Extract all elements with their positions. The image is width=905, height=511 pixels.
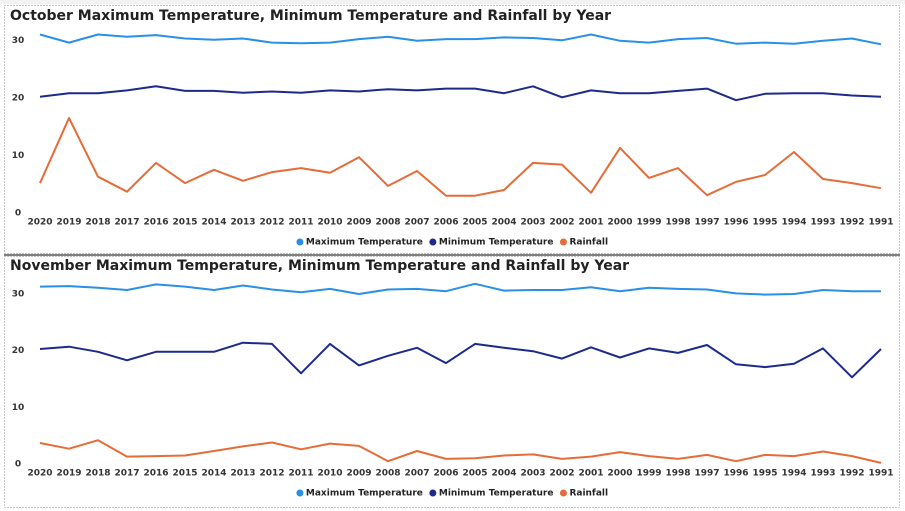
legend-marker — [559, 489, 567, 497]
y-tick-label: 0 — [15, 209, 21, 219]
x-tick-label: 1996 — [723, 469, 748, 479]
x-tick-label: 2011 — [288, 469, 313, 479]
x-tick-label: 2008 — [375, 469, 400, 479]
x-tick-label: 1995 — [752, 218, 777, 228]
x-tick-label: 1997 — [694, 218, 719, 228]
x-tick-label: 2016 — [143, 218, 168, 228]
x-tick-label: 2013 — [230, 469, 255, 479]
x-tick-label: 1997 — [694, 469, 719, 479]
x-tick-label: 2010 — [317, 218, 342, 228]
x-tick-label: 2008 — [375, 218, 400, 228]
x-tick-label: 2015 — [172, 469, 197, 479]
x-tick-label: 1993 — [810, 469, 835, 479]
x-tick-label: 1996 — [723, 218, 748, 228]
x-tick-label: 1994 — [781, 218, 806, 228]
x-tick-label: 2000 — [607, 469, 632, 479]
legend-marker — [429, 238, 437, 246]
x-tick-label: 2010 — [317, 469, 342, 479]
legend-label: Rainfall — [569, 238, 608, 248]
x-tick-label: 2007 — [404, 218, 429, 228]
y-tick-label: 20 — [12, 93, 25, 103]
panel — [4, 256, 900, 508]
y-tick-label: 10 — [12, 151, 25, 161]
legend-label: Minimum Temperature — [439, 489, 554, 499]
x-tick-label: 1999 — [636, 469, 661, 479]
x-tick-label: 1998 — [665, 469, 690, 479]
x-tick-label: 2001 — [578, 469, 603, 479]
x-tick-label: 1993 — [810, 218, 835, 228]
series-line — [39, 282, 881, 296]
x-tick-label: 2002 — [549, 469, 574, 479]
x-tick-label: 2017 — [114, 218, 139, 228]
x-tick-label: 2003 — [520, 469, 545, 479]
legend-label: Maximum Temperature — [306, 489, 423, 499]
series-line — [39, 117, 882, 197]
y-tick-label: 0 — [15, 460, 21, 470]
x-tick-label: 2018 — [85, 218, 110, 228]
legend-marker — [296, 238, 304, 246]
chart-title: October Maximum Temperature, Minimum Tem… — [10, 8, 611, 24]
x-tick-label: 1991 — [868, 469, 893, 479]
series-line — [39, 439, 882, 464]
x-tick-label: 1999 — [636, 218, 661, 228]
x-tick-label: 2003 — [520, 218, 545, 228]
y-tick-label: 30 — [12, 36, 25, 46]
x-tick-label: 2020 — [27, 218, 52, 228]
x-tick-label: 2004 — [491, 218, 516, 228]
x-tick-label: 2019 — [56, 218, 81, 228]
legend-label: Minimum Temperature — [439, 238, 554, 248]
x-tick-label: 2006 — [433, 218, 458, 228]
x-tick-label: 2019 — [56, 469, 81, 479]
y-tick-label: 30 — [12, 290, 25, 300]
x-tick-label: 2017 — [114, 469, 139, 479]
x-tick-label: 1992 — [839, 469, 864, 479]
x-tick-label: 2009 — [346, 469, 371, 479]
series-line — [39, 33, 882, 46]
ribbon-edge — [0, 0, 905, 4]
x-tick-label: 2016 — [143, 469, 168, 479]
x-tick-label: 2012 — [259, 218, 284, 228]
x-tick-label: 2014 — [201, 218, 226, 228]
series-line — [39, 341, 882, 379]
x-tick-label: 2005 — [462, 469, 487, 479]
series-line — [39, 85, 882, 102]
x-tick-label: 2018 — [85, 469, 110, 479]
legend-marker — [559, 238, 567, 246]
chart-title: November Maximum Temperature, Minimum Te… — [10, 258, 629, 274]
x-tick-label: 2014 — [201, 469, 226, 479]
x-tick-label: 1998 — [665, 218, 690, 228]
panel — [4, 5, 900, 254]
x-tick-label: 2011 — [288, 218, 313, 228]
x-tick-label: 2015 — [172, 218, 197, 228]
y-tick-label: 10 — [12, 403, 25, 413]
x-tick-label: 2007 — [404, 469, 429, 479]
x-tick-label: 2009 — [346, 218, 371, 228]
x-tick-label: 2012 — [259, 469, 284, 479]
legend-label: Rainfall — [569, 489, 608, 499]
x-tick-label: 1992 — [839, 218, 864, 228]
legend-label: Maximum Temperature — [306, 238, 423, 248]
x-tick-label: 2004 — [491, 469, 516, 479]
x-tick-label: 2013 — [230, 218, 255, 228]
legend-marker — [296, 489, 304, 497]
y-tick-label: 20 — [12, 346, 25, 356]
x-tick-label: 1991 — [868, 218, 893, 228]
x-tick-label: 2006 — [433, 469, 458, 479]
x-tick-label: 2001 — [578, 218, 603, 228]
x-tick-label: 1995 — [752, 469, 777, 479]
x-tick-label: 2020 — [27, 469, 52, 479]
legend-marker — [429, 489, 437, 497]
x-tick-label: 2002 — [549, 218, 574, 228]
x-tick-label: 2000 — [607, 218, 632, 228]
x-tick-label: 2005 — [462, 218, 487, 228]
x-tick-label: 1994 — [781, 469, 806, 479]
